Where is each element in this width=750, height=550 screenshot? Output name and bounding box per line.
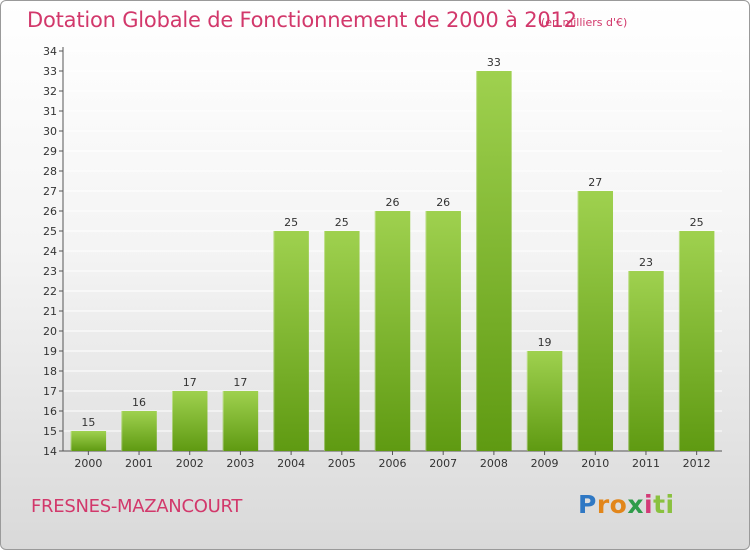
- data-label: 33: [487, 56, 501, 69]
- y-tick-label: 29: [43, 145, 57, 158]
- bar: [678, 231, 715, 451]
- bar: [628, 271, 664, 451]
- bar: [526, 351, 563, 451]
- x-tick-label: 2008: [480, 457, 508, 470]
- data-label: 17: [233, 376, 247, 389]
- y-tick-label: 25: [43, 225, 57, 238]
- bar: [374, 211, 411, 451]
- data-label: 23: [639, 256, 653, 269]
- y-tick-label: 28: [43, 165, 57, 178]
- y-tick-label: 14: [43, 445, 57, 458]
- data-label: 25: [284, 216, 298, 229]
- x-tick-label: 2010: [581, 457, 609, 470]
- y-tick-label: 34: [43, 45, 57, 58]
- y-tick-label: 31: [43, 105, 57, 118]
- commune-name: FRESNES-MAZANCOURT: [31, 496, 243, 517]
- y-tick-label: 33: [43, 65, 57, 78]
- x-tick-label: 2000: [74, 457, 102, 470]
- data-label: 16: [132, 396, 146, 409]
- bar: [222, 391, 259, 451]
- y-tick-label: 27: [43, 185, 57, 198]
- x-tick-label: 2001: [125, 457, 153, 470]
- bar: [70, 431, 107, 451]
- x-tick-label: 2005: [328, 457, 356, 470]
- y-tick-label: 23: [43, 265, 57, 278]
- x-tick-label: 2012: [683, 457, 711, 470]
- x-tick-label: 2003: [226, 457, 254, 470]
- data-label: 25: [690, 216, 704, 229]
- x-tick-label: 2009: [531, 457, 559, 470]
- data-label: 26: [436, 196, 450, 209]
- y-tick-label: 21: [43, 305, 57, 318]
- y-tick-label: 32: [43, 85, 57, 98]
- y-tick-label: 20: [43, 325, 57, 338]
- bar: [171, 391, 208, 451]
- bar: [476, 71, 512, 451]
- data-label: 26: [386, 196, 400, 209]
- unit-note: (en milliers d'€): [541, 16, 628, 29]
- bar: [273, 231, 309, 451]
- data-label: 19: [538, 336, 552, 349]
- x-tick-label: 2007: [429, 457, 457, 470]
- data-label: 15: [81, 416, 95, 429]
- x-tick-label: 2006: [379, 457, 407, 470]
- y-tick-label: 24: [43, 245, 57, 258]
- y-tick-label: 16: [43, 405, 57, 418]
- bar: [425, 211, 461, 451]
- y-tick-label: 26: [43, 205, 57, 218]
- y-tick-label: 19: [43, 345, 57, 358]
- y-tick-label: 30: [43, 125, 57, 138]
- data-label: 17: [183, 376, 197, 389]
- bar: [324, 231, 360, 451]
- x-tick-label: 2011: [632, 457, 660, 470]
- data-label: 25: [335, 216, 349, 229]
- y-tick-label: 18: [43, 365, 57, 378]
- y-tick-label: 15: [43, 425, 57, 438]
- x-tick-label: 2004: [277, 457, 305, 470]
- proxiti-logo: Proxiti: [578, 490, 675, 519]
- data-label: 27: [588, 176, 602, 189]
- y-tick-label: 17: [43, 385, 57, 398]
- bar: [121, 411, 157, 451]
- x-tick-label: 2002: [176, 457, 204, 470]
- chart-title: Dotation Globale de Fonctionnement de 20…: [27, 8, 577, 32]
- y-tick-label: 22: [43, 285, 57, 298]
- bar: [577, 191, 614, 451]
